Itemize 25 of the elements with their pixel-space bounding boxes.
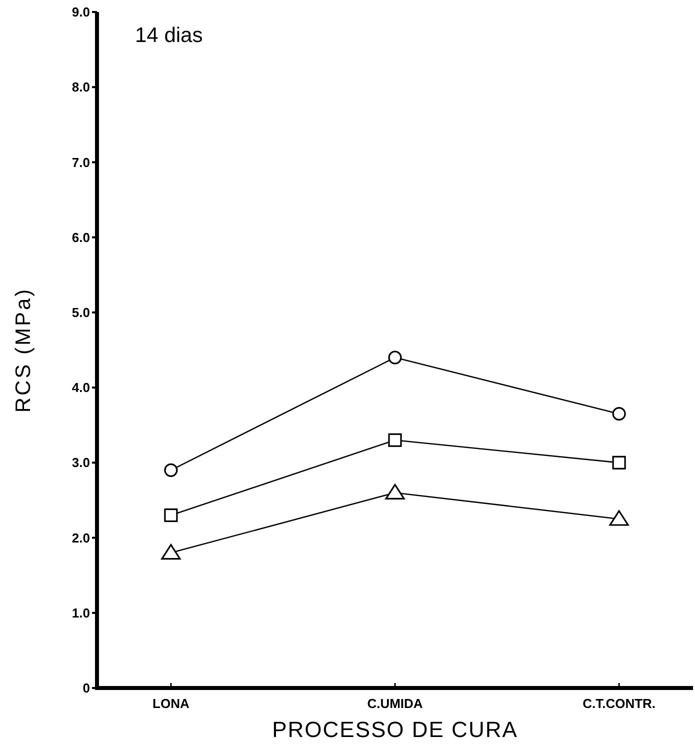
point xyxy=(612,456,626,470)
x-tick-label: C.UMIDA xyxy=(367,696,424,711)
point xyxy=(161,544,181,560)
point xyxy=(164,508,178,522)
point xyxy=(388,433,402,447)
x-axis-title: PROCESSO DE CURA xyxy=(272,717,518,742)
point xyxy=(612,407,626,421)
point xyxy=(385,484,405,500)
y-tick-label: 1.0 xyxy=(72,605,90,620)
x-tick-label: LONA xyxy=(152,696,190,711)
y-tick-label: 2.0 xyxy=(72,530,90,546)
y-tick-label: 3.0 xyxy=(72,455,90,470)
y-tick-label: 5.0 xyxy=(72,304,90,320)
y-tick-label: 0 xyxy=(82,680,90,696)
y-tick-label: 8.0 xyxy=(72,80,90,95)
x-tick-label: C.T.CONTR. xyxy=(582,696,656,711)
y-tick-label: 4.0 xyxy=(72,380,90,396)
y-axis-title: RCS (MPa) xyxy=(12,287,35,413)
point xyxy=(388,350,402,364)
point xyxy=(609,510,629,526)
y-tick-label: 7.0 xyxy=(72,154,90,170)
point xyxy=(164,463,178,477)
y-tick-label: 9.0 xyxy=(72,4,90,20)
annotation: 14 dias xyxy=(135,24,203,47)
y-tick-label: 6.0 xyxy=(72,230,90,245)
